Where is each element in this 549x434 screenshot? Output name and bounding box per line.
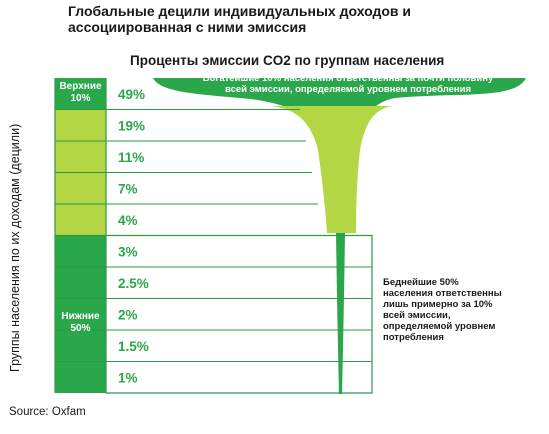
top-group-label: Верхние 10% [59, 81, 102, 104]
bottom-group-label: Нижние 50% [61, 311, 100, 335]
row-value-label: 49% [118, 87, 145, 102]
row-value-label: 19% [118, 118, 145, 133]
chart-title: Глобальные децили индивидуальных доходов… [68, 3, 412, 35]
row-value-label: 1.5% [118, 339, 149, 354]
row-value-label: 11% [118, 150, 144, 165]
funnel-stem [336, 233, 345, 394]
row-value-label: 2% [118, 307, 138, 322]
funnel-light [270, 106, 393, 233]
row-value-label: 2.5% [118, 276, 149, 291]
chart-subtitle: Проценты эмиссии CO2 по группам населени… [130, 53, 445, 68]
row-value-label: 3% [118, 244, 138, 259]
row-value-label: 1% [118, 370, 138, 385]
row-value-label: 7% [118, 181, 138, 196]
source-note: Source: Oxfam [9, 406, 86, 418]
left-col-bottom [55, 235, 106, 393]
row-value-label: 4% [118, 213, 138, 228]
top-callout: Богатейшие 10% населения ответственны за… [202, 73, 494, 95]
left-col-top [55, 78, 106, 110]
bottom-callout: Беднейшие 50% населения ответственны лиш… [383, 277, 502, 343]
